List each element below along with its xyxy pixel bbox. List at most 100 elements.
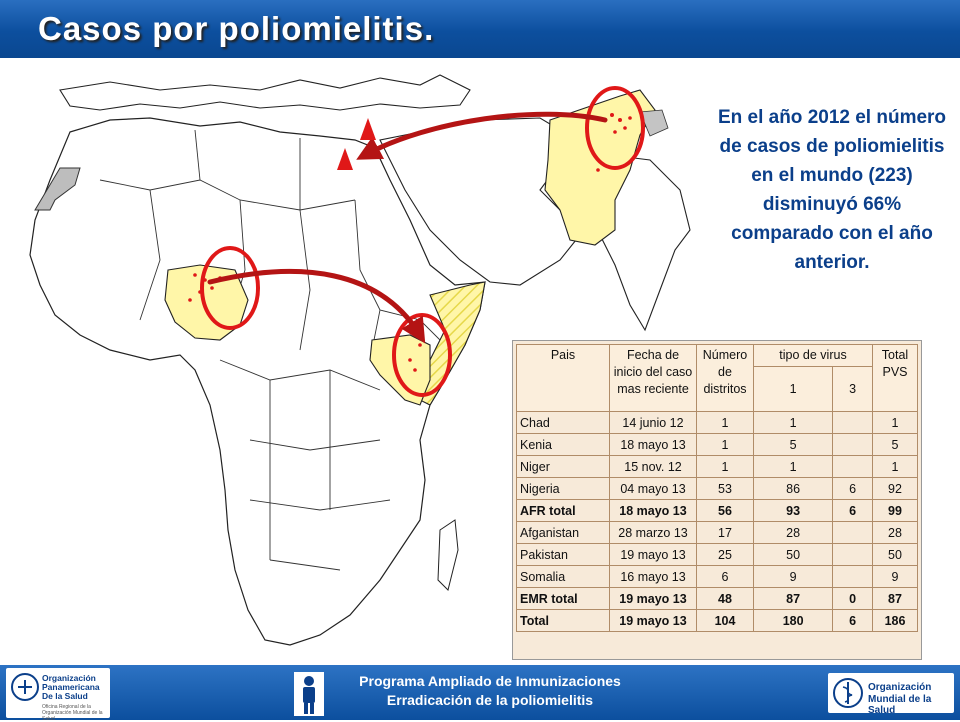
western-sahara (34, 167, 81, 211)
cell-fecha: 16 mayo 13 (609, 565, 697, 588)
cell-v1: 50 (752, 543, 834, 566)
highlight-circles (200, 86, 645, 397)
cell-distritos: 1 (696, 411, 754, 434)
cell-fecha: 28 marzo 13 (609, 521, 697, 544)
cell-v1: 93 (752, 499, 834, 522)
who-name-2: Mundial de la Salud (868, 694, 932, 716)
table-row: Total 19 mayo 13 104 180 6 186 (516, 609, 918, 632)
africa-map (29, 74, 691, 646)
cell-v3 (832, 521, 873, 544)
paho-logo: Organización Panamericana De la Salud Of… (6, 668, 110, 722)
cell-distritos: 1 (696, 455, 754, 478)
cell-v3: 6 (832, 609, 873, 632)
header-bar (0, 0, 960, 58)
cell-pais: Pakistan (516, 543, 610, 566)
cell-fecha: 18 mayo 13 (609, 433, 697, 456)
cell-v3 (832, 411, 873, 434)
country-borders (99, 129, 441, 571)
cell-pais: EMR total (516, 587, 610, 610)
col-pais: Pais (516, 344, 610, 412)
cell-total: 87 (872, 587, 918, 610)
footer-text: Programa Ampliado de Inmunizaciones Erra… (300, 672, 680, 710)
footer-line-1: Programa Ampliado de Inmunizaciones (359, 673, 621, 689)
cell-v1: 1 (752, 411, 834, 434)
cell-pais: Kenia (516, 433, 610, 456)
kashmir-grey (639, 109, 669, 137)
table-row: Nigeria 04 mayo 13 53 86 6 92 (516, 477, 918, 500)
europe-outline (59, 74, 471, 111)
table-row: Chad 14 junio 12 1 1 1 (516, 411, 918, 434)
cell-pais: AFR total (516, 499, 610, 522)
cell-v1: 86 (752, 477, 834, 500)
paho-name-1: Organización (42, 673, 96, 683)
col-tipo-1: 1 (752, 366, 834, 412)
cell-total: 99 (872, 499, 918, 522)
summary-note: En el año 2012 el número de casos de pol… (717, 107, 947, 273)
cases-table-box: Pais Fecha de inicio del caso mas recien… (512, 340, 922, 660)
cell-pais: Niger (516, 455, 610, 478)
cell-fecha: 04 mayo 13 (609, 477, 697, 500)
cell-total: 28 (872, 521, 918, 544)
cell-v1: 1 (752, 455, 834, 478)
footer-line-2: Erradicación de la poliomielitis (386, 692, 594, 708)
cell-total: 50 (872, 543, 918, 566)
cell-v3 (832, 455, 873, 478)
cell-distritos: 1 (696, 433, 754, 456)
cell-v3 (832, 565, 873, 588)
spread-arrows (207, 111, 608, 344)
cell-distritos: 25 (696, 543, 754, 566)
who-logo: Organización Mundial de la Salud (828, 673, 954, 716)
table-row: Somalia 16 mayo 13 6 9 9 (516, 565, 918, 588)
cell-pais: Total (516, 609, 610, 632)
cell-distritos: 56 (696, 499, 754, 522)
table-row: Pakistan 19 mayo 13 25 50 50 (516, 543, 918, 566)
paho-emblem-icon (11, 673, 39, 701)
cell-v3 (832, 433, 873, 456)
cell-distritos: 48 (696, 587, 754, 610)
cell-pais: Afganistan (516, 521, 610, 544)
table-row: Niger 15 nov. 12 1 1 1 (516, 455, 918, 478)
cell-total: 92 (872, 477, 918, 500)
cell-fecha: 19 mayo 13 (609, 587, 697, 610)
nigeria (164, 264, 249, 341)
col-total: Total PVS (872, 344, 918, 412)
cell-distritos: 53 (696, 477, 754, 500)
cell-distritos: 6 (696, 565, 754, 588)
paho-name-3: De la Salud (42, 691, 88, 701)
cell-pais: Chad (516, 411, 610, 434)
cell-total: 1 (872, 455, 918, 478)
cell-v1: 180 (752, 609, 834, 632)
cell-v3: 0 (832, 587, 873, 610)
cell-fecha: 14 junio 12 (609, 411, 697, 434)
table-row: Afganistan 28 marzo 13 17 28 28 (516, 521, 918, 544)
slide-title: Casos por poliomielitis. (38, 10, 435, 47)
person-vaccine-icon (294, 672, 324, 716)
who-name-1: Organización (868, 682, 932, 693)
cell-total: 1 (872, 411, 918, 434)
cell-pais: Nigeria (516, 477, 610, 500)
cell-v3 (832, 543, 873, 566)
cell-v1: 28 (752, 521, 834, 544)
table-row: EMR total 19 mayo 13 48 87 0 87 (516, 587, 918, 610)
cell-v3: 6 (832, 499, 873, 522)
madagascar (437, 519, 459, 591)
cell-total: 9 (872, 565, 918, 588)
cell-fecha: 19 mayo 13 (609, 609, 697, 632)
case-triangles (337, 118, 376, 170)
cell-total: 186 (872, 609, 918, 632)
cell-total: 5 (872, 433, 918, 456)
col-tipo-3: 3 (832, 366, 873, 412)
cell-distritos: 104 (696, 609, 754, 632)
paho-sub-1: Oficina Regional de la (42, 704, 91, 710)
col-fecha: Fecha de inicio del caso mas reciente (609, 344, 697, 412)
col-tipo-virus: tipo de virus (753, 344, 873, 367)
table-row: AFR total 18 mayo 13 56 93 6 99 (516, 499, 918, 522)
paho-sub-2: Organización Mundial de la Salud (42, 710, 103, 722)
cell-distritos: 17 (696, 521, 754, 544)
afghanistan-pakistan (544, 89, 656, 246)
who-emblem-icon (833, 678, 863, 708)
paho-name-2: Panamericana (42, 682, 100, 692)
footer-bar (0, 665, 960, 720)
cell-fecha: 18 mayo 13 (609, 499, 697, 522)
cell-v1: 87 (752, 587, 834, 610)
